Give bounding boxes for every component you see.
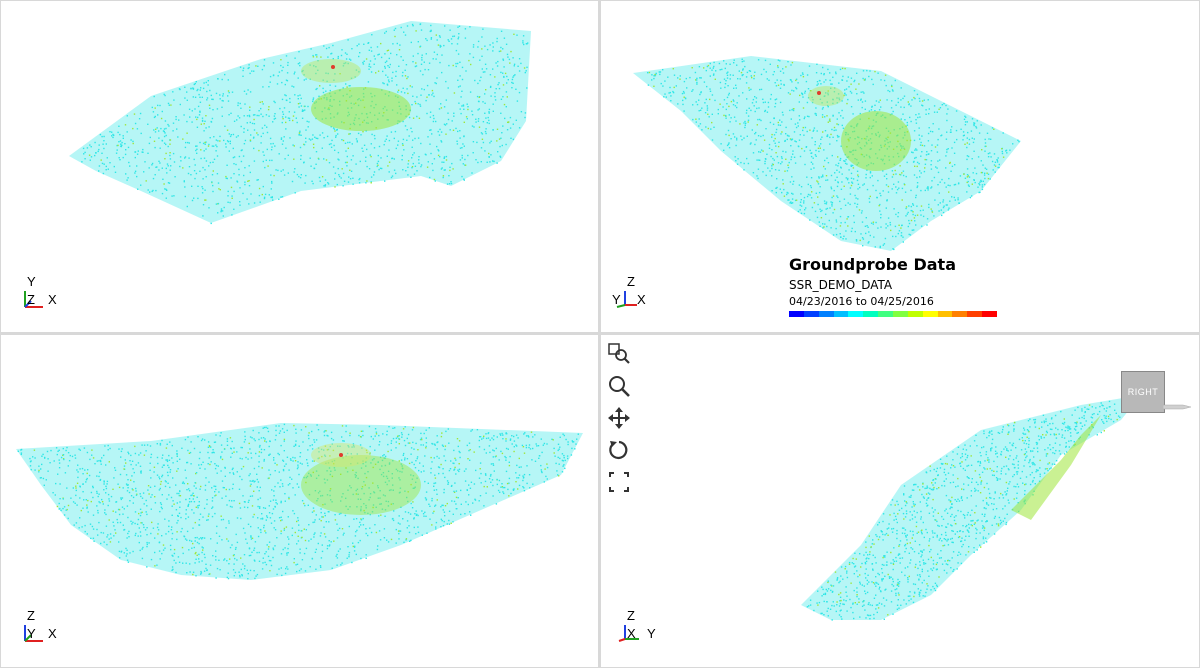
zoom-extents-button[interactable] (605, 467, 633, 497)
viewport-top-right[interactable]: Z Y X Groundprobe Data SSR_DEMO_DATA 04/… (601, 1, 1199, 332)
zoom-extents-icon (609, 472, 629, 492)
axis-label-horizontal: X (48, 292, 57, 307)
zoom-window-button[interactable] (605, 339, 633, 369)
axis-label-depth: Y (27, 626, 36, 641)
axis-triad-top-left: Y Z X (19, 273, 79, 323)
axis-label-horizontal: X (637, 292, 646, 307)
legend-color-swatch (789, 311, 804, 317)
zoom-button[interactable] (605, 371, 633, 401)
legend-color-swatch (922, 311, 938, 317)
axis-label-vertical: Z (27, 608, 35, 623)
axis-label-vertical: Y (27, 274, 36, 289)
axis-label-depth: X (627, 626, 636, 641)
legend-color-bar (789, 311, 998, 317)
axis-label-vertical: Z (627, 274, 635, 289)
legend-color-swatch (863, 311, 879, 317)
view-cube-arrow-icon (1163, 404, 1191, 410)
axis-triad-top-right: Z Y X (609, 273, 669, 323)
axis-triad-bottom-right: Z X Y (609, 607, 669, 657)
point-cloud-bottom-right (801, 395, 1141, 621)
legend-color-swatch (878, 311, 894, 317)
point-cloud-top-left (69, 21, 531, 225)
viewport-bottom-left[interactable]: Z Y X (1, 335, 598, 667)
axis-label-vertical: Z (627, 608, 635, 623)
axis-label-horizontal: X (48, 626, 57, 641)
legend-color-swatch (818, 311, 834, 317)
viewport-bottom-right[interactable]: RIGHT Z X Y (601, 335, 1199, 667)
axis-label-depth: Y (612, 292, 621, 307)
point-cloud-bottom-left (16, 423, 583, 580)
legend-color-swatch (907, 311, 923, 317)
pan-icon (608, 407, 630, 429)
legend-date-range: 04/23/2016 to 04/25/2016 (789, 295, 934, 308)
view-toolbar (605, 339, 633, 499)
color-legend: Groundprobe Data SSR_DEMO_DATA 04/23/201… (789, 255, 1009, 317)
legend-dataset: SSR_DEMO_DATA (789, 278, 893, 292)
viewport-top-left[interactable]: Y Z X (1, 1, 598, 332)
legend-color-swatch (848, 311, 864, 317)
point-cloud-top-right (633, 56, 1021, 251)
legend-color-swatch (937, 311, 953, 317)
legend-title: Groundprobe Data (789, 255, 956, 274)
view-cube[interactable]: RIGHT (1121, 371, 1165, 413)
legend-color-swatch (833, 311, 849, 317)
legend-color-swatch (893, 311, 908, 317)
axis-label-depth: Z (27, 292, 35, 307)
pan-button[interactable] (605, 403, 633, 433)
rotate-button[interactable] (605, 435, 633, 465)
zoom-window-icon (608, 343, 630, 364)
zoom-icon (609, 376, 630, 397)
legend-color-swatch (967, 311, 983, 317)
rotate-icon (609, 440, 628, 460)
axis-triad-bottom-left: Z Y X (19, 607, 79, 657)
legend-color-swatch (803, 311, 819, 317)
legend-color-swatch (982, 311, 998, 317)
axis-label-horizontal: Y (647, 626, 656, 641)
legend-color-swatch (952, 311, 968, 317)
view-cube-label: RIGHT (1127, 387, 1159, 397)
